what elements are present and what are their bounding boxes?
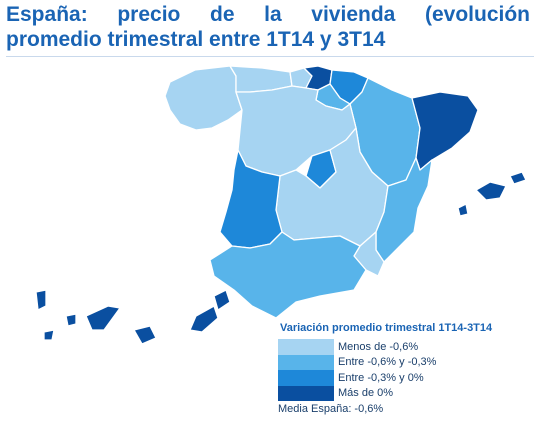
map-title: España: precio de la vivienda (evolución…: [6, 2, 530, 52]
legend-item: Entre -0,6% y -0,3%: [278, 354, 518, 370]
legend-item: Entre -0,3% y 0%: [278, 370, 518, 386]
map-legend: Variación promedio trimestral 1T14-3T14 …: [278, 322, 518, 415]
region-cataluna[interactable]: [411, 91, 479, 171]
title-line-1: España: precio de la vivienda (evolución: [6, 3, 530, 26]
title-line-2: promedio trimestral entre 1T14 y 3T14: [6, 28, 386, 51]
region-canarias-fuerteventura[interactable]: [189, 305, 219, 333]
region-canarias-el-hierro[interactable]: [43, 329, 55, 341]
legend-label: Entre -0,3% y 0%: [338, 371, 424, 384]
legend-swatch: [278, 354, 334, 370]
legend-title: Variación promedio trimestral 1T14-3T14: [280, 322, 493, 334]
region-canarias-lanzarote[interactable]: [213, 289, 231, 311]
region-islas-baleares-ibiza[interactable]: [457, 203, 469, 217]
legend-item: Menos de -0,6%: [278, 339, 518, 355]
legend-swatch: [278, 370, 334, 386]
legend-item: Más de 0%: [278, 385, 518, 401]
legend-label: Menos de -0,6%: [338, 340, 419, 353]
legend-national-average: Media España: -0,6%: [278, 403, 384, 415]
region-canarias-tenerife[interactable]: [85, 305, 121, 331]
region-andalucia[interactable]: [209, 231, 367, 319]
region-islas-baleares[interactable]: [475, 181, 507, 201]
title-divider: [6, 56, 534, 57]
region-islas-baleares-menorca[interactable]: [509, 171, 527, 185]
legend-label: Entre -0,6% y -0,3%: [338, 356, 437, 369]
legend-items: Menos de -0,6% Entre -0,6% y -0,3% Entre -…: [278, 339, 518, 401]
region-canarias-la-gomera[interactable]: [65, 313, 77, 327]
legend-swatch: [278, 339, 334, 355]
legend-swatch: [278, 385, 334, 401]
region-canarias-gran-canaria[interactable]: [133, 325, 157, 345]
region-canarias-la-palma[interactable]: [35, 289, 47, 311]
legend-label: Más de 0%: [338, 387, 394, 400]
region-galicia[interactable]: [164, 65, 243, 131]
